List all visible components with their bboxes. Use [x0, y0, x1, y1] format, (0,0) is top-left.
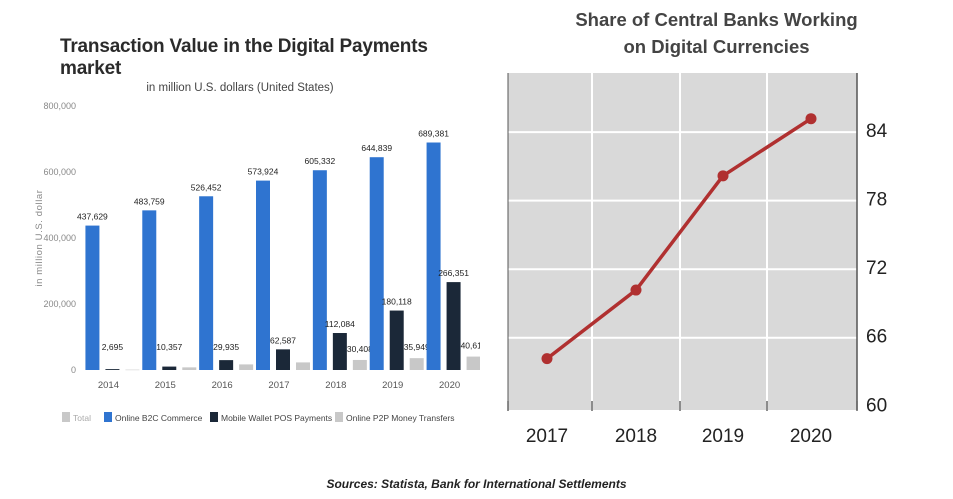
data-label: 644,839 [361, 143, 392, 153]
right-chart-title-line2: on Digital Currencies [623, 36, 810, 57]
data-label: 29,935 [213, 342, 239, 352]
bar-p2p [182, 367, 197, 370]
x-tick-label: 2018 [615, 426, 657, 447]
right-chart-panel: Share of Central Banks Working on Digita… [480, 0, 953, 460]
y-tick-label: 200,000 [43, 299, 76, 309]
data-point [805, 113, 817, 125]
line-chart: 60 66 72 78 84 2017 2018 2019 2020 [507, 73, 888, 447]
bar-mobile-wallet [276, 349, 290, 370]
legend-label: Mobile Wallet POS Payments [221, 413, 332, 423]
x-tick-label: 2014 [98, 380, 119, 391]
bar-online-b2c [426, 142, 441, 370]
y-tick-label: 400,000 [43, 233, 76, 243]
bar-p2p [296, 362, 310, 370]
bar-online-b2c [256, 180, 270, 370]
bar-p2p [466, 356, 480, 370]
bar-online-b2c [199, 196, 214, 370]
x-tick-label: 2020 [439, 380, 460, 391]
y-tick-label: 78 [866, 190, 887, 211]
y-tick-label: 800,000 [43, 101, 76, 111]
x-tick-label: 2017 [526, 426, 568, 447]
bar-p2p [239, 364, 254, 370]
y-tick-label: 84 [866, 121, 888, 142]
y-tick-label: 72 [866, 258, 887, 279]
x-tick-label: 2019 [702, 426, 744, 447]
bar-online-b2c [369, 157, 384, 370]
data-label: 2,695 [102, 342, 124, 352]
x-tick-label: 2015 [155, 380, 176, 391]
legend-swatch [104, 412, 112, 422]
legend-swatch [62, 412, 70, 422]
bar-online-b2c [85, 225, 100, 370]
bar-mobile-wallet [105, 369, 120, 370]
x-tick-label: 2020 [790, 426, 832, 447]
data-point [717, 170, 729, 182]
y-tick-label: 600,000 [43, 167, 76, 177]
data-label: 573,924 [248, 167, 279, 177]
data-label: 112,084 [325, 319, 355, 329]
data-point [630, 284, 642, 296]
legend-swatch [210, 412, 218, 422]
data-label: 605,332 [304, 156, 335, 166]
bar-mobile-wallet [162, 366, 177, 370]
x-tick-label: 2019 [382, 380, 403, 391]
data-label: 180,118 [382, 297, 412, 307]
bar-mobile-wallet [389, 310, 404, 370]
bar-mobile-wallet [332, 333, 347, 370]
data-label: 62,587 [270, 335, 296, 345]
data-point [541, 353, 553, 365]
left-chart-title: Transaction Value in the Digital Payment… [60, 36, 428, 79]
bar-p2p [125, 369, 140, 371]
y-tick-label: 60 [866, 395, 887, 416]
y-tick-label: 0 [71, 365, 76, 375]
bar-chart: 0 200,000 400,000 600,000 800,000 in million … [34, 101, 480, 423]
data-label: 437,629 [77, 212, 108, 222]
data-label: 483,759 [134, 196, 165, 206]
x-tick-label: 2016 [212, 380, 233, 391]
legend-label: Online B2C Commerce [115, 413, 203, 423]
data-label: 35,949 [404, 342, 430, 352]
data-line [545, 117, 812, 360]
legend-swatch [335, 412, 343, 422]
data-label: 689,381 [418, 129, 449, 139]
bar-online-b2c [312, 170, 327, 370]
y-axis-label: in million U.S. dollar [34, 189, 45, 286]
legend-label: Total [73, 413, 91, 423]
right-chart-title: Share of Central Banks Working on Digita… [480, 6, 953, 60]
x-tick-label: 2017 [268, 380, 289, 391]
x-tick-label: 2018 [325, 380, 346, 391]
y-tick-label: 66 [866, 327, 887, 348]
data-label: 266,351 [438, 268, 469, 278]
bar-mobile-wallet [219, 360, 234, 370]
plot-area [508, 73, 857, 410]
bar-mobile-wallet [446, 282, 461, 370]
data-label: 30,408 [347, 344, 373, 354]
right-chart-title-line1: Share of Central Banks Working [575, 9, 858, 30]
left-chart-panel: Transaction Value in the Digital Payment… [0, 0, 480, 460]
data-label: 40,612 [461, 341, 480, 351]
source-note: Sources: Statista, Bank for Internationa… [326, 477, 627, 491]
left-chart-subtitle: in million U.S. dollars (United States) [146, 82, 334, 94]
data-label: 10,357 [156, 342, 182, 352]
bar-online-b2c [142, 210, 157, 370]
bar-p2p [352, 359, 367, 370]
legend-label: Online P2P Money Transfers [346, 413, 455, 423]
data-label: 526,452 [191, 182, 222, 192]
bar-p2p [409, 358, 424, 370]
